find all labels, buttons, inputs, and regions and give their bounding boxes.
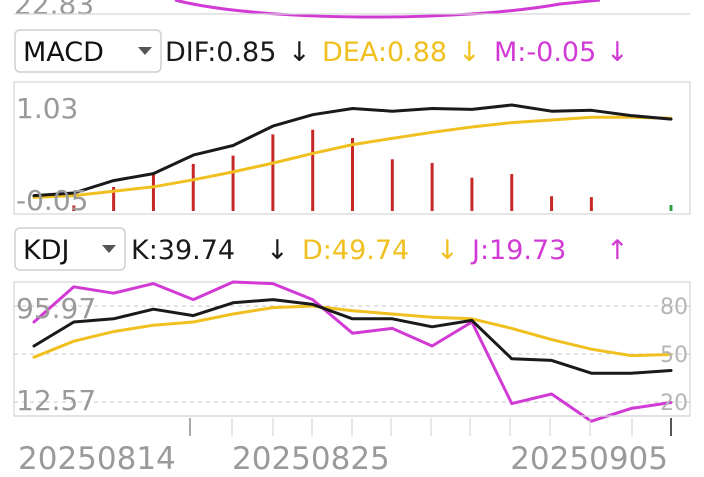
- k-value: K:39.74: [131, 235, 235, 266]
- x-axis: 20250814 20250825 20250905: [14, 415, 690, 477]
- macd-lines: [32, 103, 673, 199]
- kdj-k-line: [32, 298, 673, 375]
- top-panel-curve: [174, 0, 601, 19]
- dea-value: DEA:0.88: [322, 37, 447, 68]
- macd-panel: 1.03 -0.05: [13, 81, 691, 217]
- m-trend-arrow: ↓: [606, 37, 629, 68]
- x-tick-label: 20250814: [18, 441, 176, 477]
- top-panel-remnant: 22.83: [14, 0, 690, 21]
- j-trend-arrow: ↑: [606, 235, 629, 266]
- d-value: D:49.74: [302, 235, 409, 266]
- caret-down-icon: [138, 47, 152, 55]
- kdj-y-min-label: 12.57: [16, 384, 96, 417]
- kdj-selector-label: KDJ: [23, 235, 69, 266]
- dea-trend-arrow: ↓: [458, 37, 481, 68]
- x-tick-label: 20250825: [232, 441, 390, 477]
- macd-dea-line: [32, 115, 673, 199]
- svg-text:K:39.74 ↓ D:49.74: K:39.74 ↓ D:49.74 ↓ J:19.73 ↑: [131, 235, 629, 266]
- x-tick-label: 20250905: [510, 441, 668, 477]
- kdj-level-label: 20: [660, 391, 688, 416]
- kdj-level-label: 50: [660, 343, 688, 368]
- macd-y-max-label: 1.03: [16, 92, 78, 125]
- dif-trend-arrow: ↓: [288, 37, 311, 68]
- kdj-lines: [32, 280, 673, 423]
- k-trend-arrow: ↓: [266, 235, 289, 266]
- kdj-level-lines: [14, 305, 690, 403]
- j-value: J:19.73: [470, 235, 566, 266]
- kdj-panel: 95.97 12.57 80 50 20: [13, 280, 691, 423]
- kdj-y-max-label: 95.97: [16, 292, 96, 325]
- macd-selector-label: MACD: [23, 37, 104, 68]
- macd-indicator-selector[interactable]: MACD: [14, 29, 162, 73]
- d-trend-arrow: ↓: [436, 235, 459, 266]
- kdj-level-labels: 80 50 20: [660, 295, 688, 416]
- macd-histogram: [72, 129, 673, 211]
- macd-dif-line: [32, 103, 673, 198]
- dif-value: DIF:0.85: [165, 37, 276, 68]
- macd-header: MACD DIF:0.85 ↓ DEA:0.88 ↓ M:-0.05 ↓: [14, 29, 629, 73]
- kdj-level-label: 80: [660, 295, 688, 320]
- m-value: M:-0.05: [494, 37, 596, 68]
- top-panel-y-label: 22.83: [14, 0, 94, 21]
- macd-panel-frame: [13, 81, 691, 215]
- macd-y-min-label: -0.05: [16, 184, 88, 217]
- svg-text:DIF:0.85 ↓ DEA:0.8: DIF:0.85 ↓ DEA:0.88 ↓ M:-0.05 ↓: [165, 37, 629, 68]
- kdj-header: KDJ K:39.74 ↓ D:49.74 ↓ J:19.73 ↑: [14, 227, 629, 271]
- kdj-d-line: [32, 304, 673, 359]
- kdj-j-line: [32, 280, 673, 423]
- caret-down-icon: [102, 245, 116, 253]
- kdj-indicator-selector[interactable]: KDJ: [14, 227, 126, 271]
